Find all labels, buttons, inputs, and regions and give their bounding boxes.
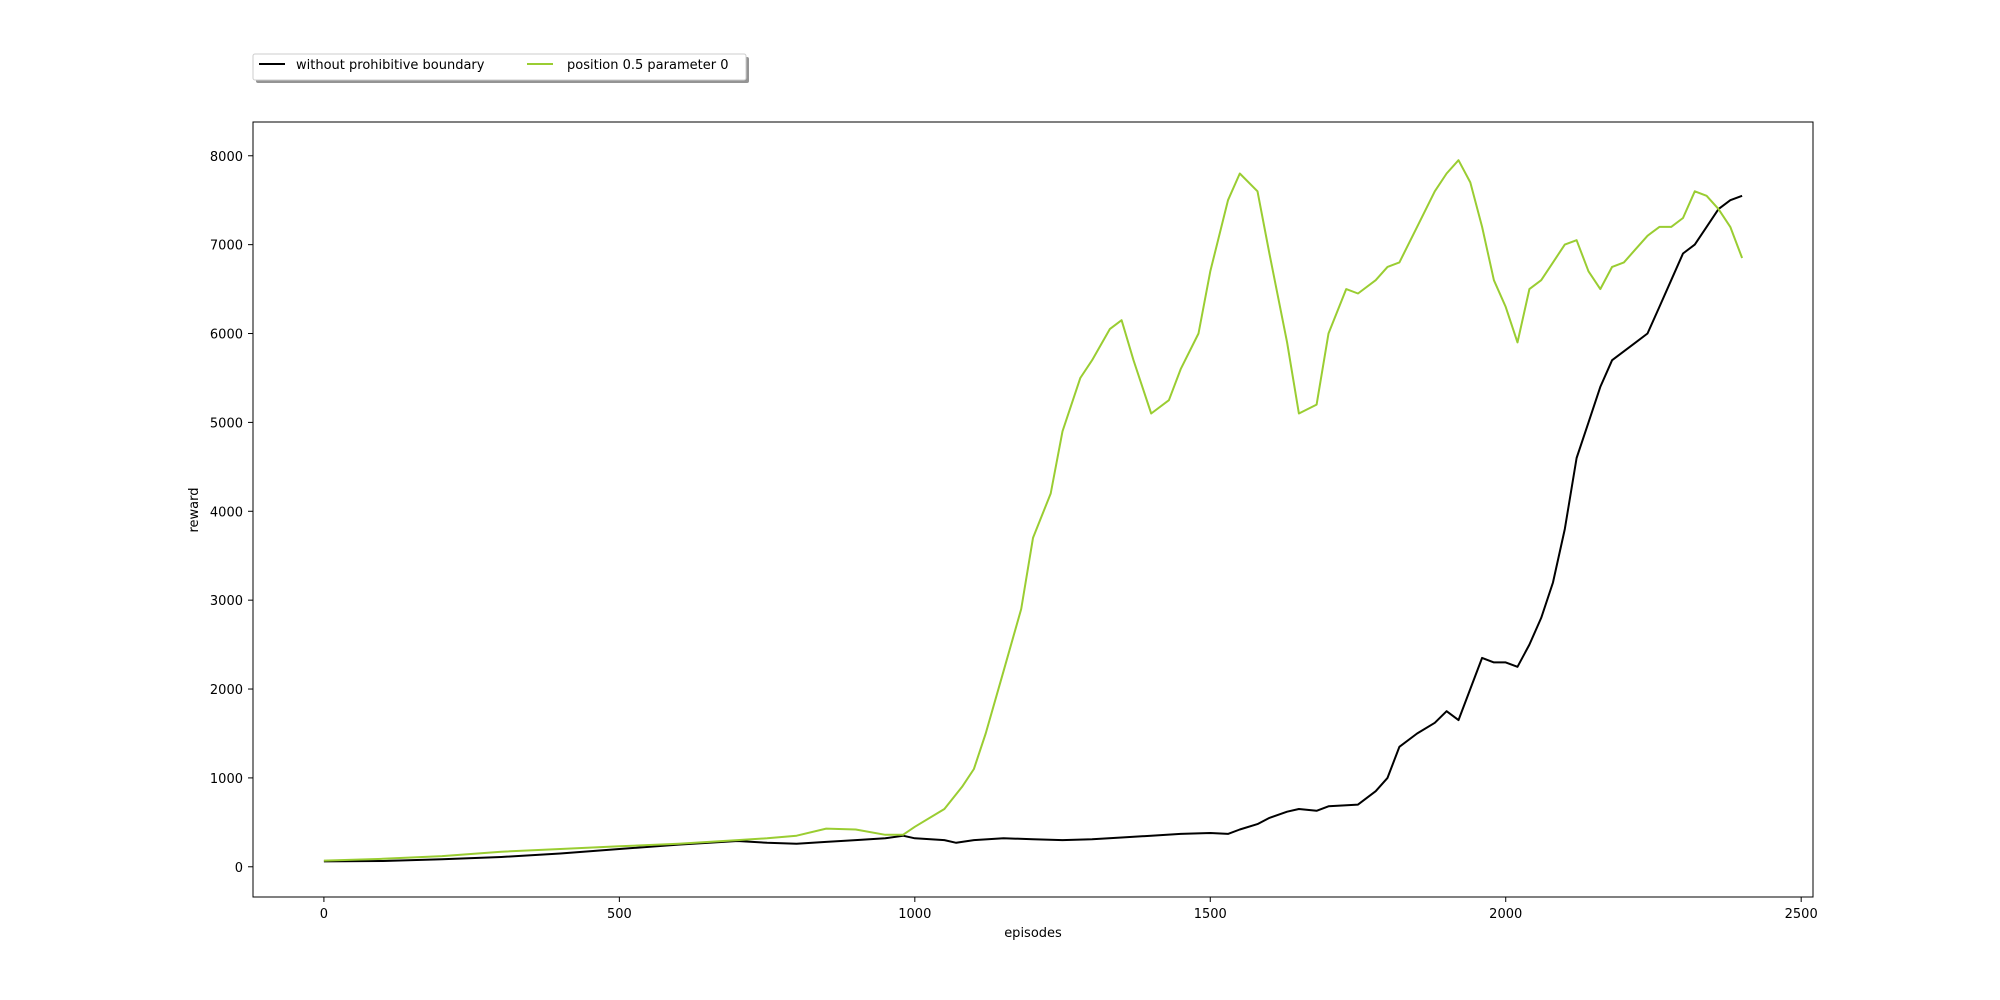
y-axis-label: reward (187, 487, 202, 532)
x-tick-label: 2000 (1489, 907, 1522, 922)
y-tick-label: 1000 (210, 772, 243, 787)
y-tick-label: 6000 (210, 328, 243, 343)
legend-box (252, 53, 747, 81)
y-tick-label: 3000 (210, 594, 243, 609)
legend-label-without-prohibitive-boundary: without prohibitive boundary (296, 58, 485, 73)
series-line-position-0-5-parameter-0 (323, 159, 1744, 862)
plot-frame (252, 121, 1814, 898)
series-layer (323, 159, 1744, 863)
legend: without prohibitive boundary position 0.… (252, 53, 749, 83)
x-tick-label: 0 (320, 907, 328, 922)
x-tick-label: 2500 (1785, 907, 1818, 922)
y-tick-label: 0 (235, 861, 243, 876)
x-axis-ticks: 0 500 1000 1500 2000 2500 (320, 897, 1818, 922)
y-tick-label: 2000 (210, 683, 243, 698)
y-tick-label: 8000 (210, 150, 243, 165)
y-tick-label: 7000 (210, 239, 243, 254)
y-axis-ticks: 0 1000 2000 3000 4000 5000 6000 7000 8000 (210, 150, 253, 876)
x-tick-label: 1000 (898, 907, 931, 922)
x-tick-label: 1500 (1194, 907, 1227, 922)
legend-label-position-0-5-parameter-0: position 0.5 parameter 0 (567, 58, 728, 73)
y-tick-label: 4000 (210, 505, 243, 520)
series-line-without-prohibitive-boundary (323, 194, 1743, 863)
x-axis-label: episodes (1004, 926, 1062, 941)
y-tick-label: 5000 (210, 416, 243, 431)
x-tick-label: 500 (607, 907, 632, 922)
